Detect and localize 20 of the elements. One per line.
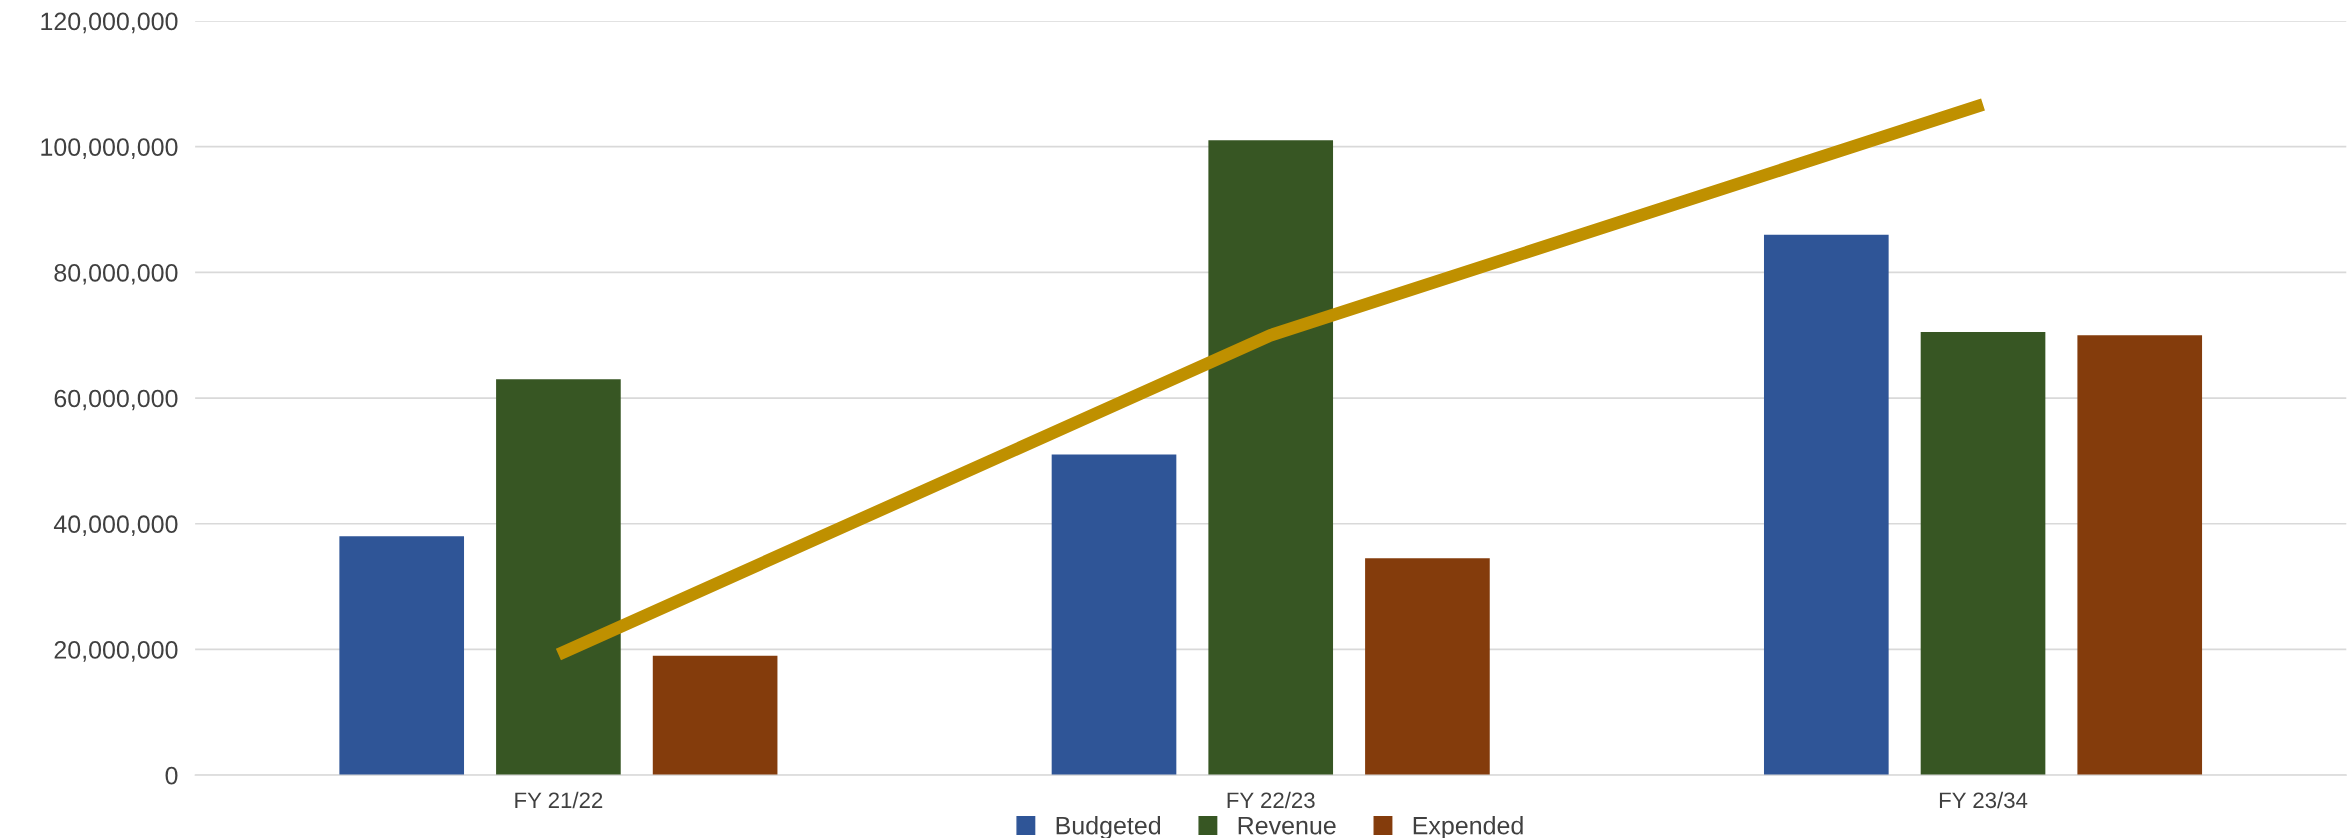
x-tick-label: FY 21/22 (515, 791, 603, 809)
y-tick-label: 80,000,000 (54, 263, 178, 285)
y-tick-label: 40,000,000 (53, 515, 178, 537)
bar (1365, 558, 1490, 776)
bar (652, 655, 778, 776)
x-tick-label: FY 22/23 (1227, 791, 1315, 809)
y-tick-label: 60,000,000 (54, 389, 178, 411)
bar (1763, 234, 1889, 776)
legend-label: Revenue (1238, 817, 1336, 835)
bar (496, 379, 621, 776)
y-tick-label: 20,000,000 (54, 641, 178, 662)
bar (1208, 140, 1334, 776)
bar (1920, 332, 2046, 776)
y-tick-label: 0 (165, 766, 178, 785)
bar (1051, 454, 1177, 776)
bar (2077, 335, 2203, 776)
bar (339, 536, 465, 776)
y-tick-label: 100,000,000 (41, 138, 178, 159)
y-tick-label: 120,000,000 (41, 12, 178, 34)
x-tick-label: FY 23/34 (1939, 791, 2028, 809)
